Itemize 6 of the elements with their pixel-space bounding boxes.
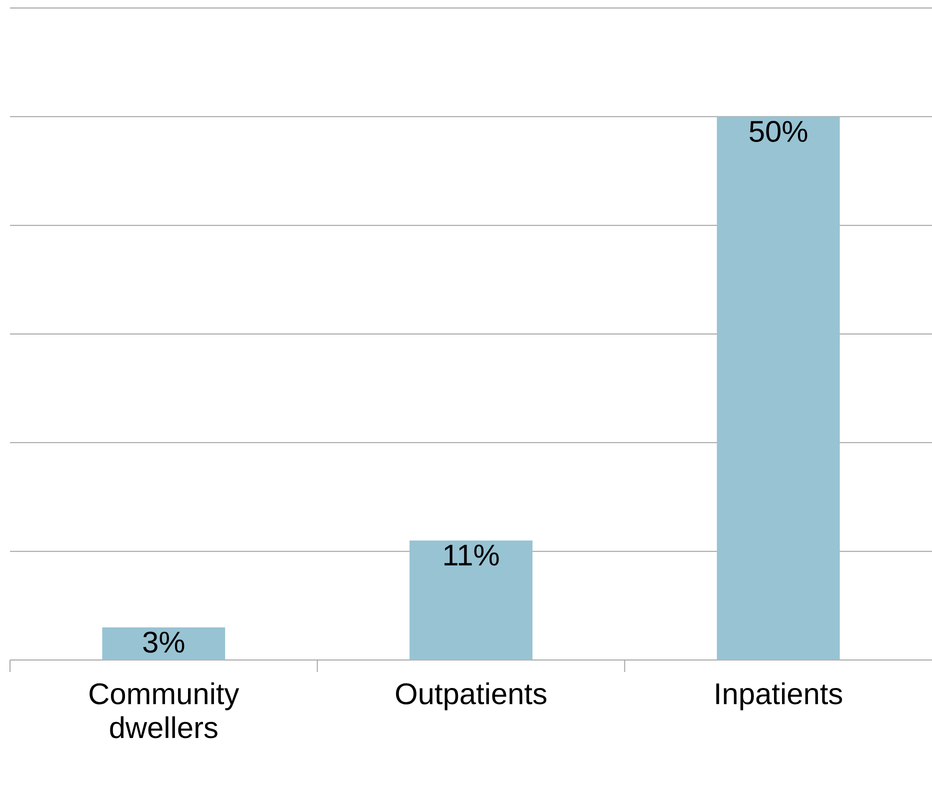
data-label: 11% — [444, 544, 499, 566]
x-tick-label: Outpatients — [396, 682, 546, 710]
x-tick-label: Inpatients — [716, 682, 842, 710]
data-label: 3% — [143, 632, 184, 653]
x-tick-label: Community dwellers — [90, 682, 240, 738]
data-label: 50% — [750, 120, 808, 142]
